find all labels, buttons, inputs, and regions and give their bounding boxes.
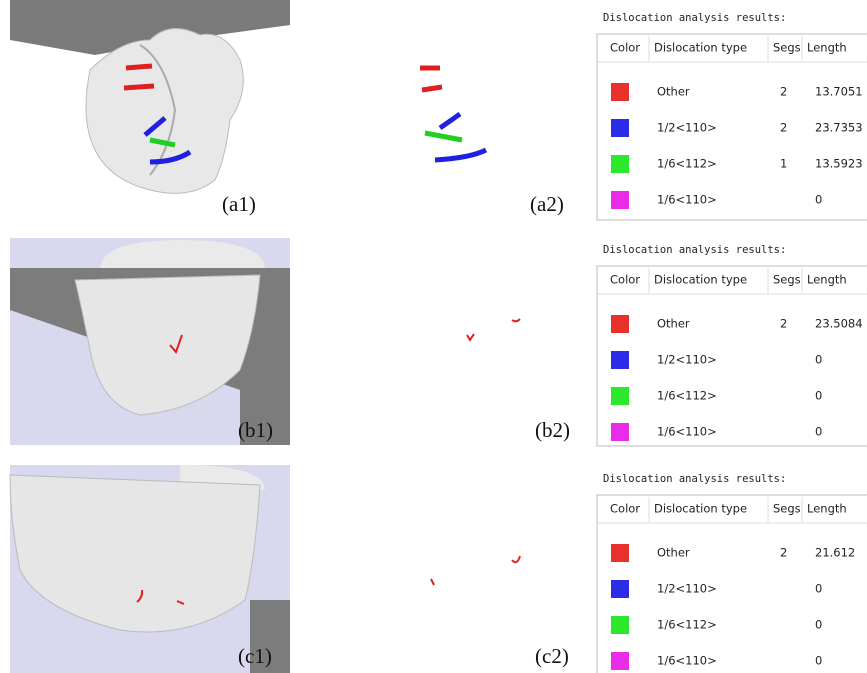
column-header: Segs [773, 41, 801, 55]
color-swatch [611, 580, 629, 598]
type-cell: 1/6<112> [657, 157, 717, 171]
column-header: Color [610, 41, 640, 55]
render-a [10, 0, 290, 193]
column-header: Color [610, 273, 640, 287]
segs-cell: 2 [780, 546, 787, 560]
color-swatch [611, 191, 629, 209]
panel-label: (b1) [238, 418, 273, 442]
length-cell: 0 [815, 389, 822, 403]
type-cell: 1/2<110> [657, 121, 717, 135]
color-swatch [611, 652, 629, 670]
segs-cell: 1 [780, 157, 787, 171]
length-cell: 23.7353 [815, 121, 863, 135]
length-cell: 0 [815, 353, 822, 367]
length-cell: 13.7051 [815, 85, 863, 99]
segs-cell: 2 [780, 85, 787, 99]
color-swatch [611, 351, 629, 369]
length-cell: 13.5923 [815, 157, 863, 171]
lines-c [431, 556, 520, 585]
type-cell: Other [657, 546, 690, 560]
color-swatch [611, 83, 629, 101]
type-cell: Other [657, 85, 690, 99]
color-swatch [611, 544, 629, 562]
length-cell: 0 [815, 654, 822, 668]
lines-b [467, 319, 520, 340]
column-header: Color [610, 502, 640, 516]
panel-label: (b2) [535, 418, 570, 442]
length-cell: 0 [815, 425, 822, 439]
column-header: Length [807, 273, 847, 287]
table-title: Dislocation analysis results: [603, 12, 786, 24]
figure: (a1) (a2) (b1) (b2) (c1) (c2) Dislocatio… [0, 0, 867, 673]
table-title: Dislocation analysis results: [603, 244, 786, 256]
table-title: Dislocation analysis results: [603, 473, 786, 485]
type-cell: Other [657, 317, 690, 331]
length-cell: 0 [815, 193, 822, 207]
column-header: Length [807, 41, 847, 55]
color-swatch [611, 119, 629, 137]
table-frame [597, 266, 867, 446]
column-header: Dislocation type [654, 502, 747, 516]
type-cell: 1/2<110> [657, 353, 717, 367]
color-swatch [611, 387, 629, 405]
column-header: Segs [773, 502, 801, 516]
panel-label: (a1) [222, 192, 256, 216]
panel-label: (a2) [530, 192, 564, 216]
color-swatch [611, 315, 629, 333]
column-header: Segs [773, 273, 801, 287]
type-cell: 1/6<110> [657, 193, 717, 207]
color-swatch [611, 423, 629, 441]
color-swatch [611, 155, 629, 173]
column-header: Length [807, 502, 847, 516]
panel-label: (c2) [535, 644, 569, 668]
segs-cell: 2 [780, 317, 787, 331]
length-cell: 0 [815, 582, 822, 596]
column-header: Dislocation type [654, 273, 747, 287]
lines-a [420, 68, 486, 160]
type-cell: 1/2<110> [657, 582, 717, 596]
type-cell: 1/6<112> [657, 389, 717, 403]
type-cell: 1/6<110> [657, 654, 717, 668]
length-cell: 23.5084 [815, 317, 863, 331]
table-frame [597, 495, 867, 673]
segs-cell: 2 [780, 121, 787, 135]
color-swatch [611, 616, 629, 634]
render-c [10, 465, 290, 673]
column-header: Dislocation type [654, 41, 747, 55]
type-cell: 1/6<110> [657, 425, 717, 439]
length-cell: 21.612 [815, 546, 855, 560]
length-cell: 0 [815, 618, 822, 632]
panel-label: (c1) [238, 644, 272, 668]
render-b [10, 238, 290, 445]
type-cell: 1/6<112> [657, 618, 717, 632]
